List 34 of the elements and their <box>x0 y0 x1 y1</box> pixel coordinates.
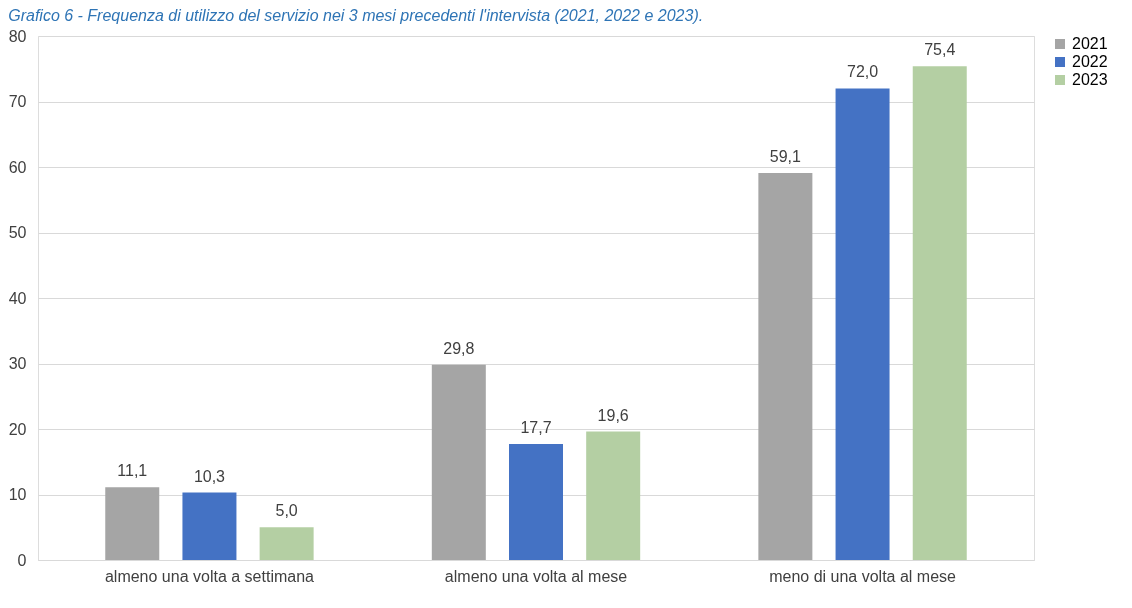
bar <box>835 88 890 560</box>
bar <box>182 492 237 560</box>
legend-label: 2021 <box>1072 35 1108 52</box>
x-tick-label: meno di una volta al mese <box>769 567 957 585</box>
bar <box>259 527 314 560</box>
data-label: 59,1 <box>769 147 802 165</box>
data-label: 75,4 <box>924 41 956 59</box>
bar <box>912 66 967 560</box>
data-label: 10,3 <box>193 467 226 485</box>
data-label: 5,0 <box>275 502 298 520</box>
bar <box>509 444 563 560</box>
chart-title: Grafico 6 - Frequenza di utilizzo del servizio nei 3 mesi precedenti l'intervista (2021, 2022 e 2023). <box>8 7 704 24</box>
y-tick-label: 30 <box>8 355 27 372</box>
data-label: 11,1 <box>117 462 148 480</box>
x-tick-label: almeno una volta al mese <box>444 567 628 585</box>
data-label: 29,8 <box>443 339 475 357</box>
bar <box>105 487 160 560</box>
legend-label: 2022 <box>1072 53 1108 70</box>
x-tick-label: almeno una volta a settimana <box>104 567 315 585</box>
y-tick-label: 80 <box>8 27 27 45</box>
y-tick-label: 50 <box>8 224 27 241</box>
y-tick-label: 60 <box>8 158 27 176</box>
bar <box>431 364 486 560</box>
data-label: 19,6 <box>597 406 629 424</box>
y-tick-label: 70 <box>8 93 27 110</box>
bar <box>586 431 641 560</box>
y-tick-label: 40 <box>8 289 27 307</box>
data-label: 72,0 <box>846 63 879 81</box>
y-tick-label: 20 <box>8 420 27 438</box>
legend-label: 2023 <box>1072 71 1108 88</box>
y-tick-label: 0 <box>17 551 27 569</box>
y-tick-label: 10 <box>8 486 27 503</box>
data-label: 17,7 <box>520 419 552 437</box>
bar <box>758 172 813 560</box>
